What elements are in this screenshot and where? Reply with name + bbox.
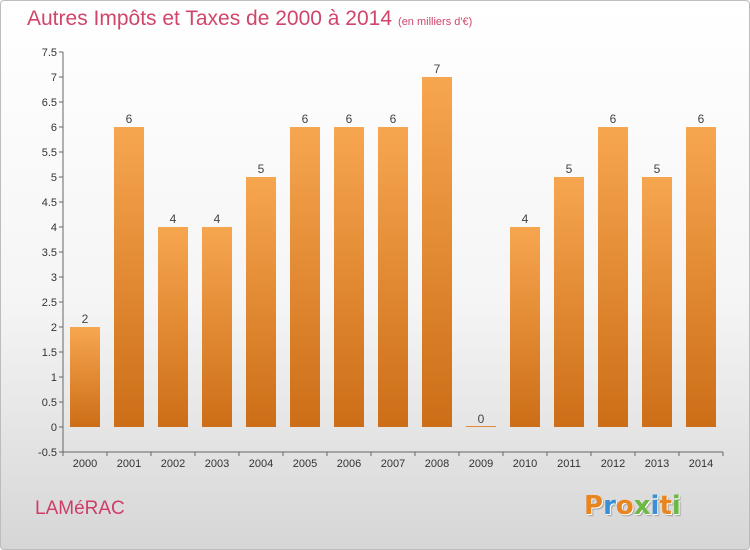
x-tick-label: 2014 [689,458,713,470]
data-label: 6 [302,112,309,126]
x-tick-label: 2013 [645,458,669,470]
bar [466,426,496,427]
y-tick-label: 0.5 [42,397,57,409]
data-label: 5 [258,162,265,176]
data-label: 4 [170,212,177,226]
x-tick-label: 2005 [293,458,317,470]
data-label: 2 [82,312,89,326]
chart-title-text: Autres Impôts et Taxes de 2000 à 2014 [27,7,393,30]
x-tick-label: 2001 [117,458,141,470]
data-label: 6 [126,112,133,126]
logo-letter: x [633,491,651,521]
chart-title: Autres Impôts et Taxes de 2000 à 2014 (en… [27,7,472,31]
data-label: 6 [346,112,353,126]
y-tick-label: 2.5 [42,297,57,309]
proxiti-logo: Proxiti [584,491,681,521]
logo-letter: i [650,491,660,521]
x-tick-label: 2007 [381,458,405,470]
data-label: 4 [522,212,529,226]
x-tick-label: 2009 [469,458,493,470]
bar [598,127,628,427]
y-tick-label: -0.5 [38,447,57,459]
bar [202,227,232,427]
logo-letter: P [584,491,604,521]
chart-subtitle: (en milliers d'€) [398,16,473,28]
x-tick-label: 2010 [513,458,537,470]
chart-labels: 2 2000 6 2001 4 2002 4 2003 5 2004 6 2005 6 2006 6 2007… [73,62,713,470]
bar [158,227,188,427]
bar [378,127,408,427]
bar [246,177,276,427]
x-tick-label: 2011 [557,458,581,470]
data-label: 0 [478,412,485,426]
bar [510,227,540,427]
y-tick-label: 5 [51,172,57,184]
x-tick-label: 2003 [205,458,229,470]
data-label: 6 [610,112,617,126]
bar [114,127,144,427]
data-label: 5 [654,162,661,176]
y-tick-label: 6.5 [42,97,57,109]
y-tick-label: 3 [51,272,57,284]
data-label: 4 [214,212,221,226]
bar [290,127,320,427]
y-tick-label: 3.5 [42,247,57,259]
logo-letter: o [615,491,634,521]
logo-letter: i [671,491,681,521]
data-label: 6 [698,112,705,126]
data-label: 5 [566,162,573,176]
bar [422,77,452,427]
y-tick-label: 0 [51,422,57,434]
y-tick-label: 4 [51,222,57,234]
bar [642,177,672,427]
data-label: 7 [434,62,441,76]
x-tick-label: 2000 [73,458,97,470]
y-tick-label: 1 [51,372,57,384]
y-tick-label: 7.5 [42,47,57,59]
y-tick-label: 6 [51,122,57,134]
x-tick-label: 2008 [425,458,449,470]
y-tick-label: 5.5 [42,147,57,159]
y-tick-label: 7 [51,72,57,84]
chart-axes: 7.5 7 6.5 6 5.5 5 4.5 4 3.5 3 2.5 2 1.5 1 0.5 0 -0.5 [38,47,724,459]
x-tick-label: 2012 [601,458,625,470]
bar [70,327,100,427]
x-tick-label: 2002 [161,458,185,470]
bar [554,177,584,427]
bar [686,127,716,427]
y-tick-label: 1.5 [42,347,57,359]
bar [334,127,364,427]
x-tick-label: 2004 [249,458,273,470]
logo-letter: r [603,491,616,521]
chart-bars [70,77,716,427]
data-label: 6 [390,112,397,126]
y-tick-label: 2 [51,322,57,334]
x-tick-label: 2006 [337,458,361,470]
y-tick-label: 4.5 [42,197,57,209]
logo-letter: t [659,491,672,521]
commune-name: LAMéRAC [35,498,125,519]
